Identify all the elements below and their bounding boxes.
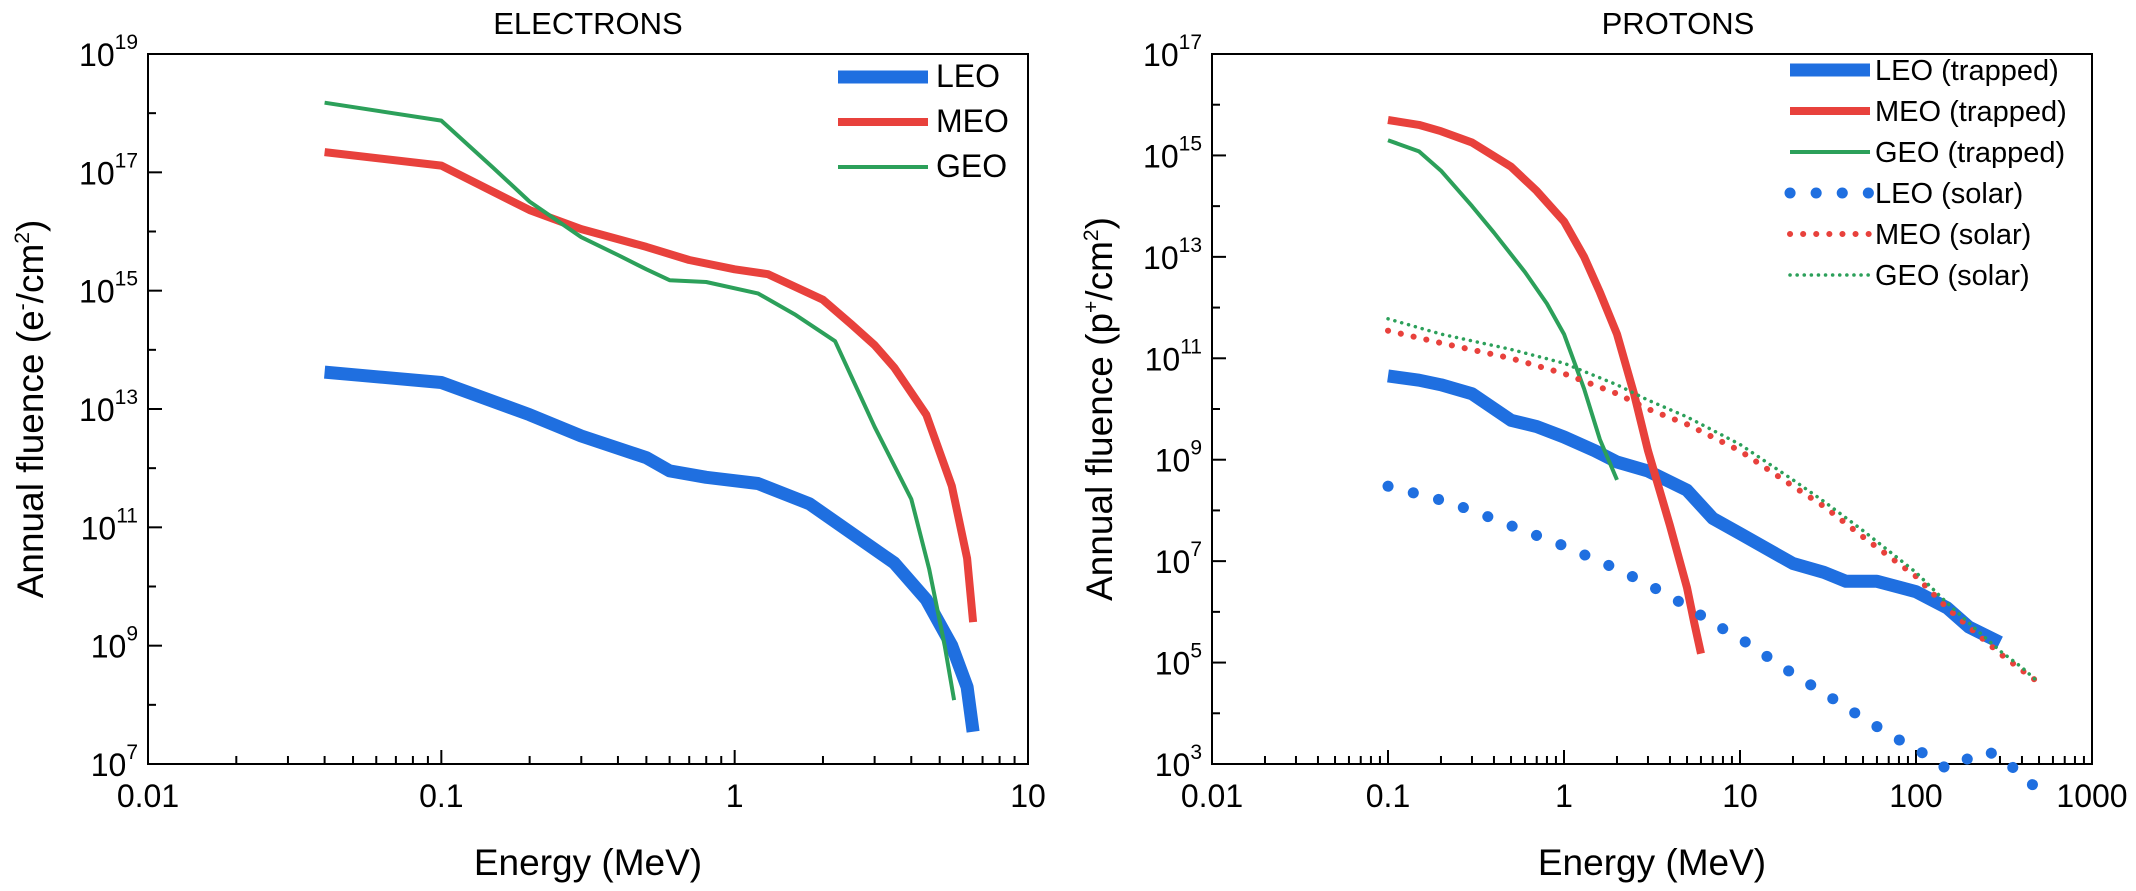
x-tick-label: 1000 (2056, 778, 2127, 814)
series-line-leo-solar (1382, 480, 2045, 796)
y-tick-label: 109 (91, 623, 138, 665)
y-tick-label: 1013 (79, 386, 138, 428)
protons-x-axis-label: Energy (MeV) (1538, 842, 1766, 883)
y-tick-label: 1011 (1145, 335, 1202, 377)
x-tick-label: 0.01 (117, 778, 179, 814)
legend-label: GEO (solar) (1875, 260, 2030, 292)
legend-label: LEO (936, 58, 1000, 94)
series-line-meo-solar (1385, 327, 2042, 686)
x-tick-label: 100 (1889, 778, 1942, 814)
x-tick-label: 10 (1010, 778, 1046, 814)
y-tick-label: 107 (91, 741, 138, 783)
y-tick-label: 105 (1155, 640, 1202, 682)
legend-label: GEO (trapped) (1875, 137, 2065, 169)
electrons-y-axis-label: Annual fluence (e-/cm2) (10, 220, 51, 599)
electrons-title: ELECTRONS (493, 6, 682, 41)
y-tick-label: 1013 (1143, 234, 1202, 276)
legend-label: MEO (936, 103, 1009, 139)
y-tick-label: 107 (1155, 538, 1202, 580)
y-tick-label: 1011 (81, 504, 138, 546)
electrons-panel: ELECTRONS 0.01 0.1 1 10 107 109 1011 1013 1015 10… (10, 6, 1046, 883)
y-tick-label: 1019 (79, 31, 138, 73)
electrons-plot-frame (147, 53, 1029, 765)
x-tick-label: 10 (1722, 778, 1758, 814)
protons-title: PROTONS (1602, 6, 1755, 41)
x-tick-label: 0.1 (419, 778, 463, 814)
protons-plot-area: 0.01 0.1 1 10 100 1000 103 105 107 109 1011 1013 101… (1143, 31, 2128, 814)
series-line-geo (324, 100, 957, 701)
legend-label: MEO (trapped) (1875, 96, 2067, 128)
y-tick-label: 1017 (1143, 31, 1202, 73)
x-tick-label: 0.01 (1181, 778, 1243, 814)
y-tick-label: 103 (1155, 741, 1202, 783)
legend-label: MEO (solar) (1875, 219, 2031, 251)
protons-y-axis-label: Annual fluence (p+/cm2) (1079, 217, 1120, 601)
legend-label: LEO (trapped) (1875, 55, 2059, 87)
x-tick-label: 1 (1555, 778, 1573, 814)
electrons-x-axis-label: Energy (MeV) (474, 842, 702, 883)
y-tick-label: 1015 (1143, 132, 1202, 174)
y-tick-label: 1017 (79, 149, 138, 191)
series-line-geo-solar (1386, 317, 2041, 685)
electrons-plot-area: 0.01 0.1 1 10 107 109 1011 1013 1015 1017 1019 LEO M… (79, 31, 1046, 814)
x-tick-label: 1 (726, 778, 744, 814)
legend-label: LEO (solar) (1875, 178, 2023, 210)
series-line-leo-trapped (1387, 369, 2003, 649)
y-tick-label: 109 (1155, 437, 1202, 479)
x-tick-label: 0.1 (1366, 778, 1410, 814)
protons-panel: PROTONS 0.01 0.1 1 10 100 1000 103 105 107 109 101… (1079, 6, 2128, 883)
y-tick-label: 1015 (79, 268, 138, 310)
legend-label: GEO (936, 148, 1007, 184)
series-line-geo-trapped (1387, 138, 1619, 481)
series-line-meo-trapped (1387, 116, 1705, 655)
